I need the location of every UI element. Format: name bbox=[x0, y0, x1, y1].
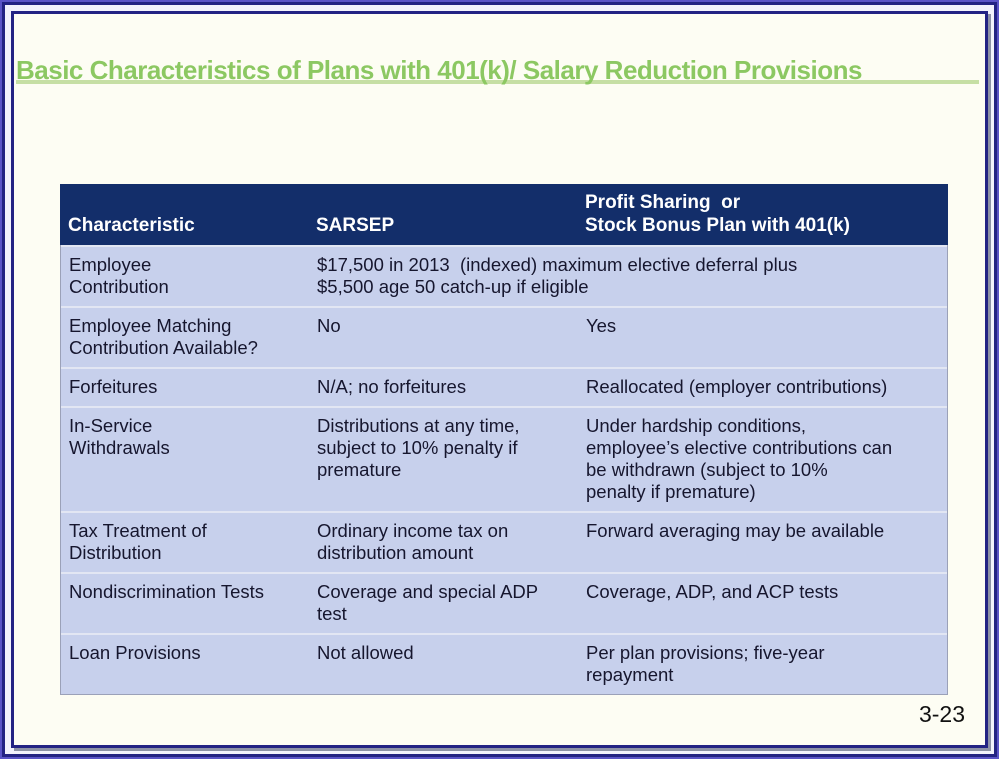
page-number: 3-23 bbox=[918, 701, 965, 727]
table-row: Employee Matching Contribution Available… bbox=[61, 306, 947, 367]
header-profit-sharing: Profit Sharing or Stock Bonus Plan with … bbox=[585, 192, 850, 236]
table-row: Employee Contribution $17,500 in 2013 (i… bbox=[61, 245, 947, 306]
cell-sarsep: Distributions at any time, subject to 10… bbox=[317, 415, 520, 480]
cell-profit-sharing: Forward averaging may be available bbox=[586, 520, 885, 541]
table-row: Nondiscrimination Tests Coverage and spe… bbox=[61, 572, 947, 633]
cell-characteristic: Employee Matching Contribution Available… bbox=[69, 315, 258, 358]
cell-sarsep: Not allowed bbox=[317, 642, 414, 663]
header-characteristic: Characteristic bbox=[68, 215, 195, 236]
cell-profit-sharing: Under hardship conditions, employee’s el… bbox=[586, 415, 893, 502]
header-sarsep: SARSEP bbox=[316, 215, 395, 236]
cell-characteristic: Forfeitures bbox=[69, 376, 158, 397]
table-row: Forfeitures N/A; no forfeitures Realloca… bbox=[61, 367, 947, 406]
cell-profit-sharing: Per plan provisions; five-year repayment bbox=[586, 642, 825, 685]
cell-profit-sharing: Coverage, ADP, and ACP tests bbox=[586, 581, 839, 602]
cell-characteristic: Tax Treatment of Distribution bbox=[69, 520, 207, 563]
cell-merged-value: $17,500 in 2013 (indexed) maximum electi… bbox=[317, 254, 798, 297]
cell-sarsep: No bbox=[317, 315, 341, 336]
table-row: Tax Treatment of Distribution Ordinary i… bbox=[61, 511, 947, 572]
cell-sarsep: Ordinary income tax on distribution amou… bbox=[317, 520, 509, 563]
title-underline bbox=[16, 80, 979, 84]
cell-characteristic: Employee Contribution bbox=[69, 254, 169, 297]
cell-profit-sharing: Reallocated (employer contributions) bbox=[586, 376, 888, 397]
table-row: Loan Provisions Not allowed Per plan pro… bbox=[61, 633, 947, 694]
table-row: In-Service Withdrawals Distributions at … bbox=[61, 406, 947, 511]
cell-sarsep: Coverage and special ADP test bbox=[317, 581, 539, 624]
plan-comparison-table: Characteristic SARSEP Profit Sharing or … bbox=[60, 184, 948, 695]
cell-profit-sharing: Yes bbox=[586, 315, 617, 336]
table-header-row: Characteristic SARSEP Profit Sharing or … bbox=[60, 184, 948, 245]
cell-sarsep: N/A; no forfeitures bbox=[317, 376, 467, 397]
cell-characteristic: Loan Provisions bbox=[69, 642, 201, 663]
cell-characteristic: In-Service Withdrawals bbox=[69, 415, 170, 458]
cell-characteristic: Nondiscrimination Tests bbox=[69, 581, 265, 602]
page-title: Basic Characteristics of Plans with 401(… bbox=[16, 55, 862, 85]
slide: Basic Characteristics of Plans with 401(… bbox=[11, 11, 988, 748]
